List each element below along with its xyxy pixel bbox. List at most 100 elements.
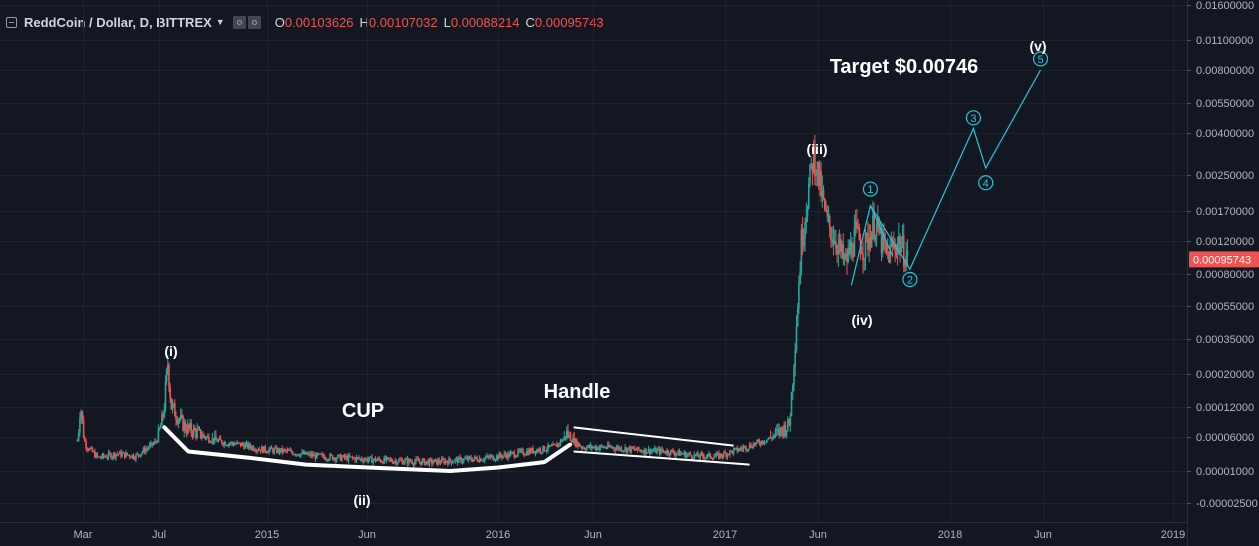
collapse-icon[interactable] <box>6 16 17 28</box>
candle-body <box>229 443 231 445</box>
candle-body <box>395 460 398 465</box>
candle-body <box>853 228 856 257</box>
candle-body <box>158 428 161 430</box>
gear-icon[interactable] <box>247 15 261 29</box>
candle-body <box>394 460 396 462</box>
candle-body <box>231 442 234 444</box>
candle-body <box>133 458 136 460</box>
candle-body <box>127 454 130 456</box>
candle-body <box>533 451 536 454</box>
candle-body <box>782 429 784 437</box>
candle-body <box>96 453 99 457</box>
candle-body <box>495 455 498 460</box>
wave-number-circle <box>978 175 994 191</box>
candle-body <box>497 455 499 459</box>
candle-body <box>604 447 607 449</box>
price-tick-label: 0.00080000 <box>1196 269 1254 281</box>
candle-body <box>542 445 544 453</box>
symbol-dropdown-icon[interactable]: ▼ <box>215 17 225 27</box>
candle-body <box>588 445 591 448</box>
candle-body <box>692 458 694 460</box>
candle-body <box>784 424 787 436</box>
settings-icon[interactable] <box>232 15 246 29</box>
candle-body <box>420 461 422 465</box>
candle-body <box>900 245 903 253</box>
candle-body <box>842 244 845 259</box>
candle-body <box>634 448 636 450</box>
candle-body <box>100 457 102 459</box>
time-tick-label: 2019 <box>1161 529 1185 541</box>
candle-body <box>391 461 394 464</box>
candle-body <box>107 452 110 458</box>
candle-body <box>608 444 610 447</box>
candle-body <box>865 233 868 235</box>
candle-body <box>815 174 817 177</box>
candle-body <box>282 449 285 453</box>
candle-body <box>756 440 758 443</box>
candle-body <box>195 430 197 438</box>
candle-body <box>837 244 840 254</box>
candle-body <box>577 442 579 447</box>
candle-body <box>532 448 534 454</box>
candle-body <box>444 460 447 464</box>
cup-label: CUP <box>342 400 384 422</box>
candle-body <box>199 429 202 439</box>
candle-body <box>863 258 866 261</box>
candle-body <box>894 243 896 251</box>
candle-body <box>856 221 858 227</box>
candle-body <box>740 448 742 450</box>
candle-body <box>429 459 432 461</box>
candle-body <box>244 444 247 449</box>
candle-body <box>584 449 587 451</box>
candle-body <box>589 445 592 448</box>
candle-body <box>857 226 859 228</box>
candle-body <box>473 456 476 460</box>
low-label: L <box>443 14 451 30</box>
candle-body <box>157 429 160 443</box>
candle-body <box>305 451 307 455</box>
candle-body <box>678 450 681 456</box>
candle-body <box>492 455 494 461</box>
candle-body <box>301 451 303 454</box>
candle-body <box>796 308 799 327</box>
candle-body <box>558 443 561 445</box>
candle-body <box>464 458 466 460</box>
candle-body <box>849 241 852 254</box>
candle-body <box>502 455 504 458</box>
candle-body <box>164 381 167 410</box>
candle-body <box>384 457 387 461</box>
candle-body <box>347 455 350 461</box>
candle-body <box>128 455 131 458</box>
candle-body <box>893 243 895 248</box>
candle-body <box>362 460 364 462</box>
candle-body <box>358 457 360 459</box>
symbol-title[interactable]: ReddCoin / Dollar, D, BITTREX <box>24 14 212 30</box>
candle-body <box>762 440 764 444</box>
candle-body <box>553 444 556 446</box>
candle-body <box>840 239 842 252</box>
candle-body <box>679 453 682 456</box>
candle-body <box>757 440 760 442</box>
candle-body <box>355 457 358 461</box>
candle-body <box>640 450 642 452</box>
candle-body <box>545 449 548 451</box>
cup-curve <box>162 425 572 473</box>
candle-body <box>752 443 755 449</box>
candle-body <box>494 459 497 461</box>
price-tick-label: 0.01600000 <box>1196 0 1254 12</box>
candle-body <box>645 448 647 454</box>
candle-body <box>471 459 474 462</box>
candle-body <box>831 239 833 241</box>
candle-body <box>366 458 368 462</box>
time-tick-label: 2016 <box>486 529 510 541</box>
candle-body <box>579 446 582 448</box>
candle-body <box>323 456 326 460</box>
candle-body <box>322 454 325 457</box>
candle-body <box>512 452 514 454</box>
candle-body <box>209 442 211 444</box>
candle-body <box>663 451 666 453</box>
candle-body <box>181 415 183 417</box>
candle-body <box>690 455 693 459</box>
candle-body <box>778 428 780 435</box>
